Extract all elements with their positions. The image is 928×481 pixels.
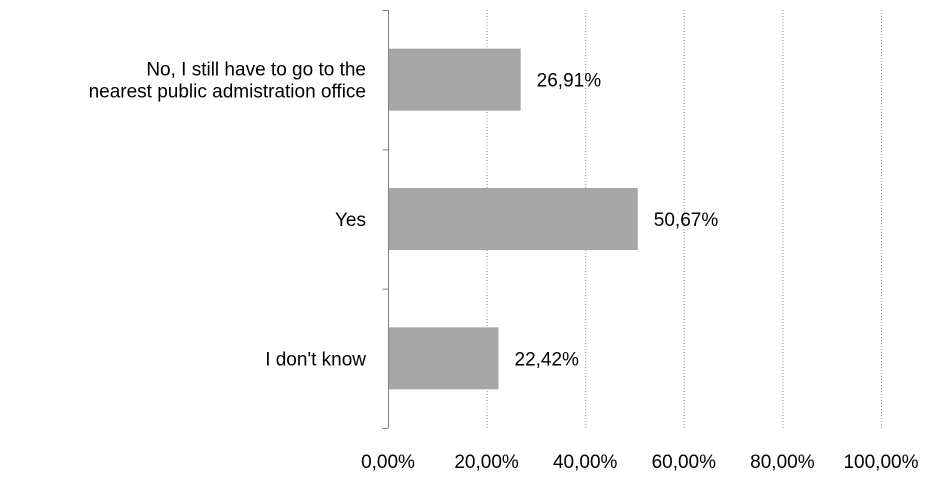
x-tick-label: 40,00% — [553, 452, 618, 473]
data-label: 26,91% — [537, 71, 602, 92]
category-label: Yes — [335, 210, 366, 231]
bars — [388, 48, 638, 390]
category-label-line: I don't know — [265, 349, 366, 370]
labels: 26,91% No, I still have to go to the neare… — [89, 60, 919, 473]
data-label: 50,67% — [654, 210, 719, 231]
category-label: I don't know — [265, 349, 366, 370]
category-label: No, I still have to go to the nearest pub… — [89, 60, 366, 103]
bar — [388, 48, 521, 111]
x-tick-label: 80,00% — [750, 452, 815, 473]
x-tick-label: 100,00% — [843, 452, 918, 473]
category-label-line: Yes — [335, 210, 366, 231]
x-tick-label: 20,00% — [454, 452, 519, 473]
bar — [388, 327, 499, 390]
x-tick-label: 60,00% — [652, 452, 717, 473]
data-label: 22,42% — [515, 349, 580, 370]
category-label-line: nearest public admistration office — [89, 82, 366, 103]
x-tick-label: 0,00% — [361, 452, 415, 473]
axes — [382, 10, 389, 429]
bar — [388, 188, 638, 250]
category-label-line: No, I still have to go to the — [146, 60, 366, 81]
